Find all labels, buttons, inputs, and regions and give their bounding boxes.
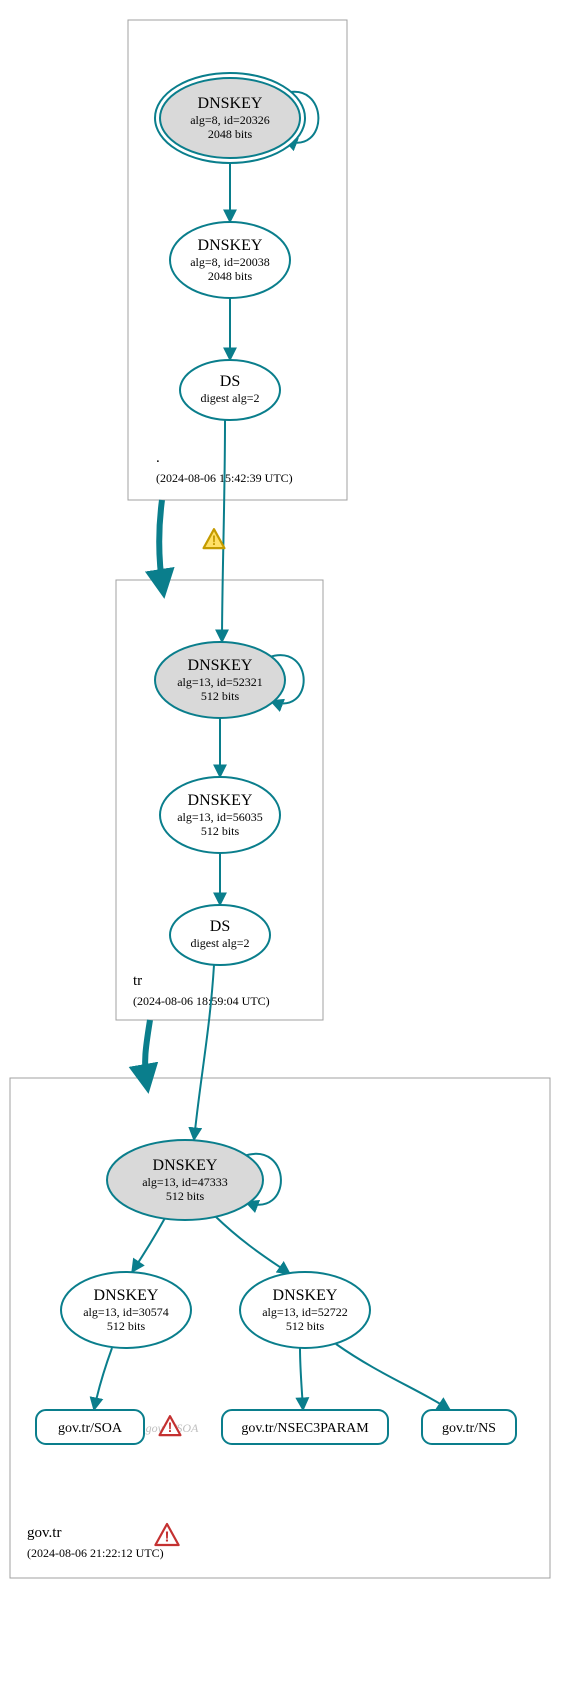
node-line2: alg=8, id=20326 bbox=[190, 113, 270, 127]
node-line2: alg=8, id=20038 bbox=[190, 255, 270, 269]
zone-timestamp: (2024-08-06 18:59:04 UTC) bbox=[133, 994, 270, 1008]
signing-edge bbox=[132, 1218, 165, 1272]
node-title: DNSKEY bbox=[153, 1157, 218, 1174]
node-line2: digest alg=2 bbox=[200, 391, 259, 405]
node-title: DS bbox=[220, 373, 240, 390]
node-line3: 512 bits bbox=[107, 1319, 146, 1333]
node-title: DNSKEY bbox=[198, 95, 263, 112]
warning-icon: ! bbox=[204, 529, 225, 548]
node-title: DS bbox=[210, 918, 230, 935]
delegation-edge bbox=[159, 500, 163, 590]
svg-text:!: ! bbox=[165, 1529, 170, 1546]
svg-text:!: ! bbox=[168, 1420, 173, 1435]
dnskey-node: DNSKEYalg=13, id=52722512 bits bbox=[240, 1272, 370, 1348]
signing-edge bbox=[300, 1348, 303, 1410]
node-line2: alg=13, id=47333 bbox=[142, 1175, 228, 1189]
node-line3: 512 bits bbox=[286, 1319, 325, 1333]
zone-timestamp: (2024-08-06 21:22:12 UTC) bbox=[27, 1546, 164, 1560]
node-line2: alg=13, id=52321 bbox=[177, 675, 263, 689]
node-line3: 512 bits bbox=[201, 689, 240, 703]
dnssec-chain-diagram: .(2024-08-06 15:42:39 UTC)tr(2024-08-06 … bbox=[0, 0, 563, 1694]
node-line3: 512 bits bbox=[166, 1189, 205, 1203]
node-line3: 512 bits bbox=[201, 824, 240, 838]
signing-edge bbox=[336, 1344, 450, 1410]
svg-text:!: ! bbox=[212, 533, 217, 548]
dnskey-node: DNSKEYalg=13, id=56035512 bits bbox=[160, 777, 280, 853]
node-line2: alg=13, id=30574 bbox=[83, 1305, 169, 1319]
signing-edge bbox=[215, 1216, 290, 1274]
signing-edge bbox=[94, 1348, 112, 1410]
rrset-box: gov.tr/NS bbox=[422, 1410, 516, 1444]
node-title: DNSKEY bbox=[198, 237, 263, 254]
node-title: DNSKEY bbox=[188, 792, 253, 809]
dnskey-node: DSdigest alg=2 bbox=[170, 905, 270, 965]
dnskey-node: DNSKEYalg=13, id=47333512 bits bbox=[107, 1140, 263, 1220]
dnskey-node: DNSKEYalg=13, id=30574512 bits bbox=[61, 1272, 191, 1348]
zone-name: gov.tr bbox=[27, 1525, 61, 1541]
signing-edge bbox=[194, 965, 214, 1140]
node-line2: alg=13, id=56035 bbox=[177, 810, 263, 824]
delegation-edge bbox=[145, 1020, 150, 1085]
rrset-label: gov.tr/NS bbox=[442, 1421, 496, 1436]
dnskey-node: DNSKEYalg=13, id=52321512 bits bbox=[155, 642, 285, 718]
node-line3: 2048 bits bbox=[208, 269, 253, 283]
dnskey-node: DSdigest alg=2 bbox=[180, 360, 280, 420]
dnskey-node: DNSKEYalg=8, id=200382048 bits bbox=[170, 222, 290, 298]
zone-name: tr bbox=[133, 973, 142, 989]
rrset-box: gov.tr/SOA bbox=[36, 1410, 144, 1444]
signing-edge bbox=[222, 420, 225, 642]
rrset-box: gov.tr/NSEC3PARAM bbox=[222, 1410, 388, 1444]
node-line3: 2048 bits bbox=[208, 127, 253, 141]
zone-name: . bbox=[156, 450, 160, 466]
rrset-label: gov.tr/NSEC3PARAM bbox=[241, 1421, 369, 1436]
node-line2: digest alg=2 bbox=[190, 936, 249, 950]
node-title: DNSKEY bbox=[188, 657, 253, 674]
node-line2: alg=13, id=52722 bbox=[262, 1305, 348, 1319]
node-title: DNSKEY bbox=[273, 1287, 338, 1304]
warning-icon: ! bbox=[155, 1524, 178, 1546]
rrset-label: gov.tr/SOA bbox=[58, 1421, 123, 1436]
node-title: DNSKEY bbox=[94, 1287, 159, 1304]
dnskey-node: DNSKEYalg=8, id=203262048 bits bbox=[155, 73, 305, 163]
